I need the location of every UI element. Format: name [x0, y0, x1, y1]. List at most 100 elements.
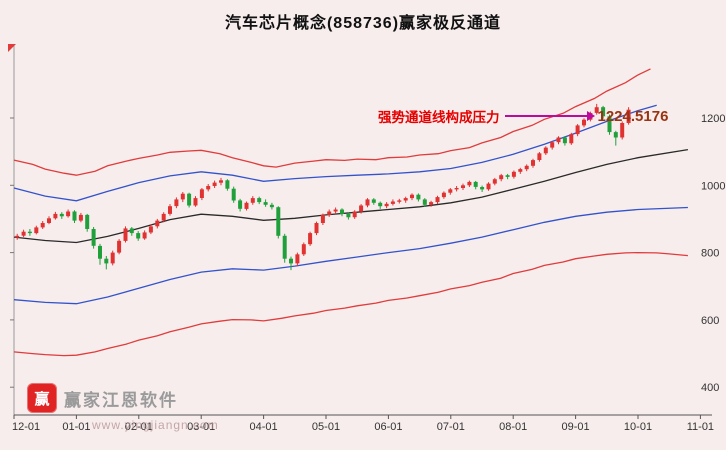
- candle-body: [231, 188, 236, 201]
- candle-body: [66, 211, 71, 217]
- candle-body: [34, 227, 39, 234]
- candle-body: [582, 119, 586, 126]
- x-tick-label: 10-01: [624, 421, 652, 433]
- candle-body: [594, 107, 599, 113]
- candle-body: [327, 211, 332, 215]
- annotation-text: 强势通道线构成压力: [378, 110, 500, 125]
- x-tick-label: 09-01: [562, 421, 590, 433]
- candle-body: [486, 183, 491, 190]
- candle-body: [282, 235, 287, 259]
- candle-body: [269, 204, 274, 208]
- x-tick-label: 03-01: [187, 421, 215, 433]
- x-tick-label: 04-01: [250, 421, 278, 433]
- candle-body: [537, 153, 542, 160]
- candle-body: [314, 223, 319, 234]
- candle-body: [390, 201, 395, 204]
- candle-body: [155, 220, 160, 227]
- channel-line-lower-lifeline: [13, 206, 688, 305]
- candle-body: [110, 252, 115, 264]
- candle-body: [40, 223, 45, 228]
- channel-line-upper-rail: [13, 68, 651, 176]
- candle-body: [511, 171, 516, 177]
- candle-body: [47, 218, 51, 223]
- candle-body: [384, 203, 389, 207]
- candle-body: [416, 194, 421, 200]
- brand-watermark: 赢 赢家江恩软件: [27, 383, 178, 413]
- candle-body: [219, 180, 223, 183]
- x-tick-label: 12-01: [12, 421, 40, 433]
- candle-body: [607, 116, 612, 133]
- candle-body: [15, 235, 20, 238]
- candle-body: [518, 169, 523, 172]
- candle-body: [257, 198, 262, 203]
- candle-body: [104, 258, 109, 264]
- candle-body: [193, 198, 198, 206]
- candle-body: [168, 206, 172, 214]
- candle-body: [461, 185, 465, 188]
- candle-body: [422, 199, 427, 205]
- candle-body: [371, 199, 376, 203]
- candle-body: [21, 231, 26, 236]
- x-tick-label: 06-01: [374, 421, 402, 433]
- candle-body: [435, 197, 440, 203]
- candle-body: [480, 187, 485, 190]
- candle-body: [499, 175, 504, 180]
- channel-line-lower-rail: [13, 251, 688, 357]
- pressure-annotation: 强势通道线构成压力 1224.5176: [378, 106, 668, 126]
- candle-body: [613, 132, 618, 138]
- candle-body: [601, 107, 606, 117]
- candle-body: [340, 209, 344, 214]
- last-price-label: 1224.5176: [597, 107, 669, 125]
- candle-body: [98, 245, 102, 259]
- candle-body: [136, 233, 141, 239]
- candle-body: [562, 137, 567, 144]
- candle-body: [524, 165, 529, 170]
- y-tick-label: 800: [701, 248, 719, 260]
- axis-corner-marker-icon: [8, 44, 16, 52]
- url-watermark: www.yingjiangn.com: [92, 418, 219, 432]
- candle-body: [397, 200, 402, 202]
- y-tick-label: 1200: [701, 113, 725, 125]
- candle-body: [569, 134, 574, 144]
- candle-body: [295, 254, 300, 264]
- candle-body: [620, 123, 625, 138]
- x-tick-label: 07-01: [437, 421, 465, 433]
- candle-body: [53, 213, 58, 219]
- brand-logo-char: 赢: [34, 390, 50, 408]
- candle-body: [142, 232, 147, 239]
- candle-body: [441, 192, 446, 198]
- candle-body: [72, 211, 77, 221]
- candle-body: [289, 258, 293, 264]
- y-axis: 1200 1000 800 600 400: [10, 113, 725, 394]
- brand-logo-icon: 赢: [27, 383, 57, 413]
- candle-body: [225, 180, 230, 189]
- y-tick-label: 400: [701, 382, 719, 394]
- candle-body: [129, 228, 134, 234]
- candle-body: [531, 160, 535, 166]
- candle-body: [359, 205, 364, 212]
- candle-body: [448, 189, 453, 193]
- candle-body: [174, 199, 179, 207]
- candle-body: [263, 202, 268, 205]
- candle-body: [123, 228, 128, 241]
- x-tick-label: 11-01: [687, 421, 714, 433]
- candle-body: [352, 211, 357, 218]
- candle-body: [473, 181, 478, 187]
- candle-body: [91, 229, 96, 246]
- candle-body: [148, 226, 153, 233]
- candle-body: [365, 199, 370, 206]
- candle-body: [199, 189, 204, 198]
- candle-body: [492, 179, 497, 184]
- candle-body: [59, 213, 64, 217]
- chart-title: 汽车芯片概念(858736)赢家极反通道: [224, 15, 502, 32]
- candle-body: [78, 214, 83, 221]
- candle-body: [212, 182, 217, 186]
- x-tick-label: 02-01: [125, 421, 153, 433]
- candle-body: [429, 202, 434, 205]
- candle-body: [626, 109, 631, 123]
- candles: [15, 103, 631, 271]
- candle-body: [301, 244, 306, 255]
- y-tick-label: 1000: [701, 180, 725, 192]
